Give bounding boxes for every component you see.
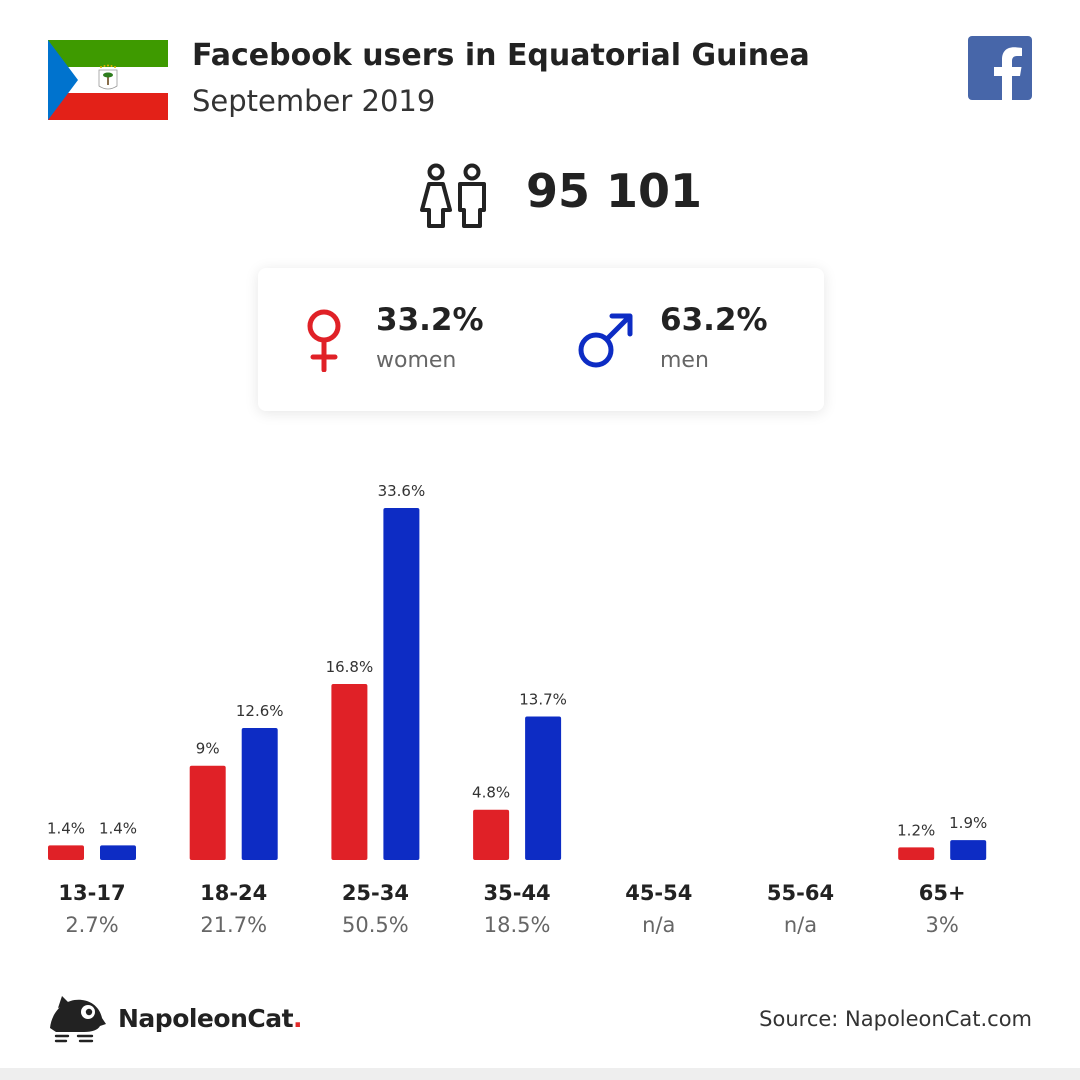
gender-split-card: 33.2% women 63.2% men [258, 268, 824, 411]
brand-text: NapoleonCat [118, 1004, 294, 1033]
people-icon [420, 163, 486, 228]
bar-women-18-24 [189, 765, 226, 860]
women-label: women [376, 348, 457, 373]
category-label-13-17: 13-17 [58, 881, 125, 905]
female-icon [307, 309, 341, 372]
bar-label-men-25-34: 33.6% [378, 482, 426, 500]
napoleoncat-logo-icon [50, 996, 106, 1043]
category-total-25-34: 50.5% [342, 913, 409, 937]
total-users-value: 95 101 [526, 164, 703, 218]
bar-label-men-18-24: 12.6% [236, 702, 284, 720]
women-percent: 33.2% [376, 302, 484, 338]
men-percent: 63.2% [660, 302, 768, 338]
bar-label-women-35-44: 4.8% [472, 784, 510, 802]
category-label-45-54: 45-54 [625, 881, 692, 905]
bar-men-35-44 [525, 716, 562, 860]
brand-name[interactable]: NapoleonCat. [118, 1004, 303, 1033]
category-label-18-24: 18-24 [200, 881, 267, 905]
category-label-35-44: 35-44 [484, 881, 551, 905]
men-label: men [660, 348, 709, 373]
bar-men-65+ [950, 840, 987, 860]
category-total-35-44: 18.5% [484, 913, 551, 937]
bar-men-13-17 [100, 845, 136, 860]
bar-men-18-24 [241, 728, 278, 860]
bar-women-13-17 [48, 845, 84, 860]
category-label-65+: 65+ [919, 881, 966, 905]
bar-women-65+ [898, 847, 935, 860]
source-credit: Source: NapoleonCat.com [759, 1007, 1032, 1031]
category-label-55-64: 55-64 [767, 881, 834, 905]
footer-strip [0, 1068, 1080, 1080]
facebook-icon[interactable] [968, 36, 1032, 100]
page-subtitle: September 2019 [192, 84, 436, 118]
category-total-55-64: n/a [784, 913, 817, 937]
category-total-18-24: 21.7% [200, 913, 267, 937]
bar-women-35-44 [473, 809, 510, 860]
equatorial-guinea-flag-icon [48, 40, 168, 120]
bar-label-men-13-17: 1.4% [99, 819, 137, 837]
brand-dot: . [293, 1004, 303, 1033]
category-label-25-34: 25-34 [342, 881, 409, 905]
bar-label-men-35-44: 13.7% [519, 690, 567, 708]
category-total-45-54: n/a [642, 913, 675, 937]
bar-label-women-13-17: 1.4% [47, 819, 85, 837]
bar-label-women-65+: 1.2% [897, 821, 935, 839]
category-total-13-17: 2.7% [65, 913, 118, 937]
bar-men-25-34 [383, 508, 420, 860]
bar-label-women-25-34: 16.8% [326, 658, 374, 676]
bar-label-women-18-24: 9% [196, 740, 220, 758]
bar-label-men-65+: 1.9% [949, 814, 987, 832]
category-total-65+: 3% [926, 913, 959, 937]
male-icon [578, 313, 633, 368]
bar-women-25-34 [331, 684, 368, 860]
page-title: Facebook users in Equatorial Guinea [192, 38, 810, 73]
